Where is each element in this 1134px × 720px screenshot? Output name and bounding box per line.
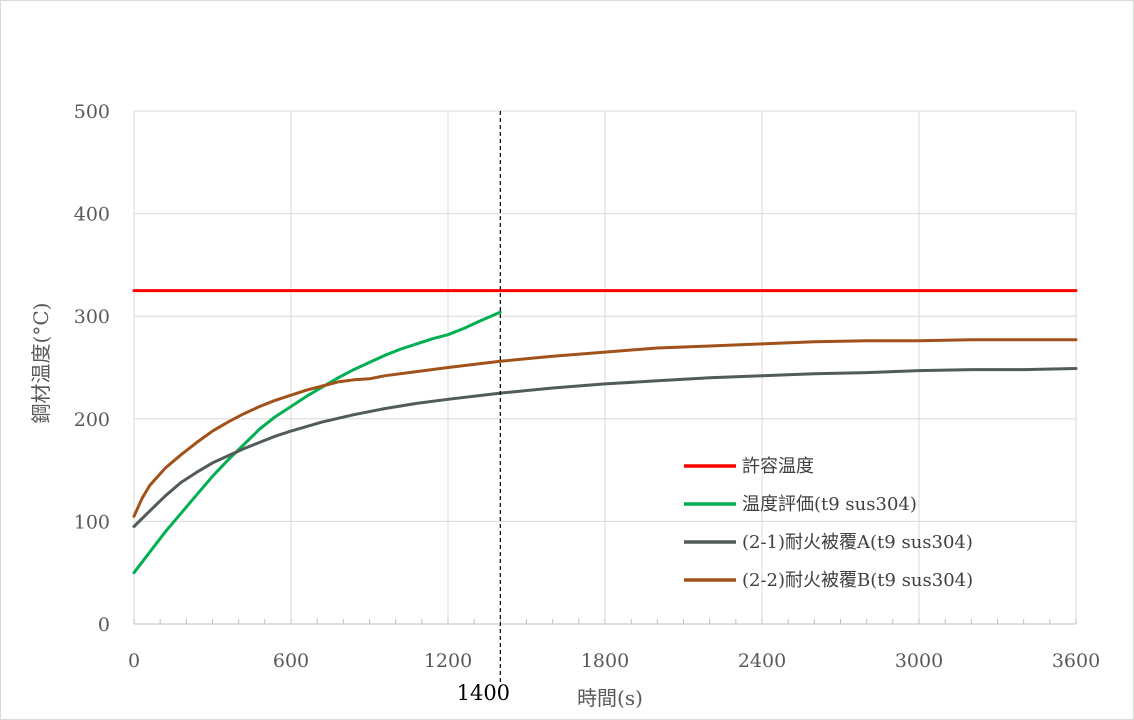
y-tick-label-0: 0 (98, 614, 110, 636)
y-tick-label-1: 100 (74, 511, 110, 533)
legend-label-2: (2-1)耐火被覆A(t9 sus304) (742, 532, 973, 553)
y-axis-title: 鋼材温度(°C) (29, 303, 53, 424)
x-tick-label-2: 1200 (424, 650, 472, 672)
x-tick-labels: 0 600 1200 1800 2400 3000 3600 (128, 650, 1100, 672)
x-tick-label-5: 3000 (895, 650, 943, 672)
x-minor-ticks (133, 619, 1077, 624)
y-tick-label-2: 200 (74, 409, 110, 431)
x-tick-label-0: 0 (128, 650, 140, 672)
legend-label-1: 温度評価(t9 sus304) (742, 494, 917, 515)
x-tick-label-1: 600 (273, 650, 309, 672)
legend-label-0: 許容温度 (742, 456, 814, 477)
y-tick-labels: 0 100 200 300 400 500 (74, 101, 110, 636)
y-tick-label-3: 300 (74, 306, 110, 328)
x-axis-title: 時間(s) (577, 686, 643, 710)
legend-label-3: (2-2)耐火被覆B(t9 sus304) (742, 570, 973, 591)
annotation-layer: 1400 (457, 111, 510, 705)
series-layer (132, 289, 1078, 575)
series-line-1 (132, 310, 502, 575)
annotation-label-0: 1400 (457, 681, 510, 705)
series-line-3 (132, 338, 1078, 518)
series-line-2 (132, 367, 1078, 528)
x-tick-label-4: 2400 (738, 650, 786, 672)
grid-lines (133, 110, 1077, 624)
y-tick-label-4: 400 (74, 204, 110, 226)
x-tick-label-3: 1800 (581, 650, 629, 672)
y-tick-label-5: 500 (74, 101, 110, 123)
x-tick-label-6: 3600 (1052, 650, 1100, 672)
